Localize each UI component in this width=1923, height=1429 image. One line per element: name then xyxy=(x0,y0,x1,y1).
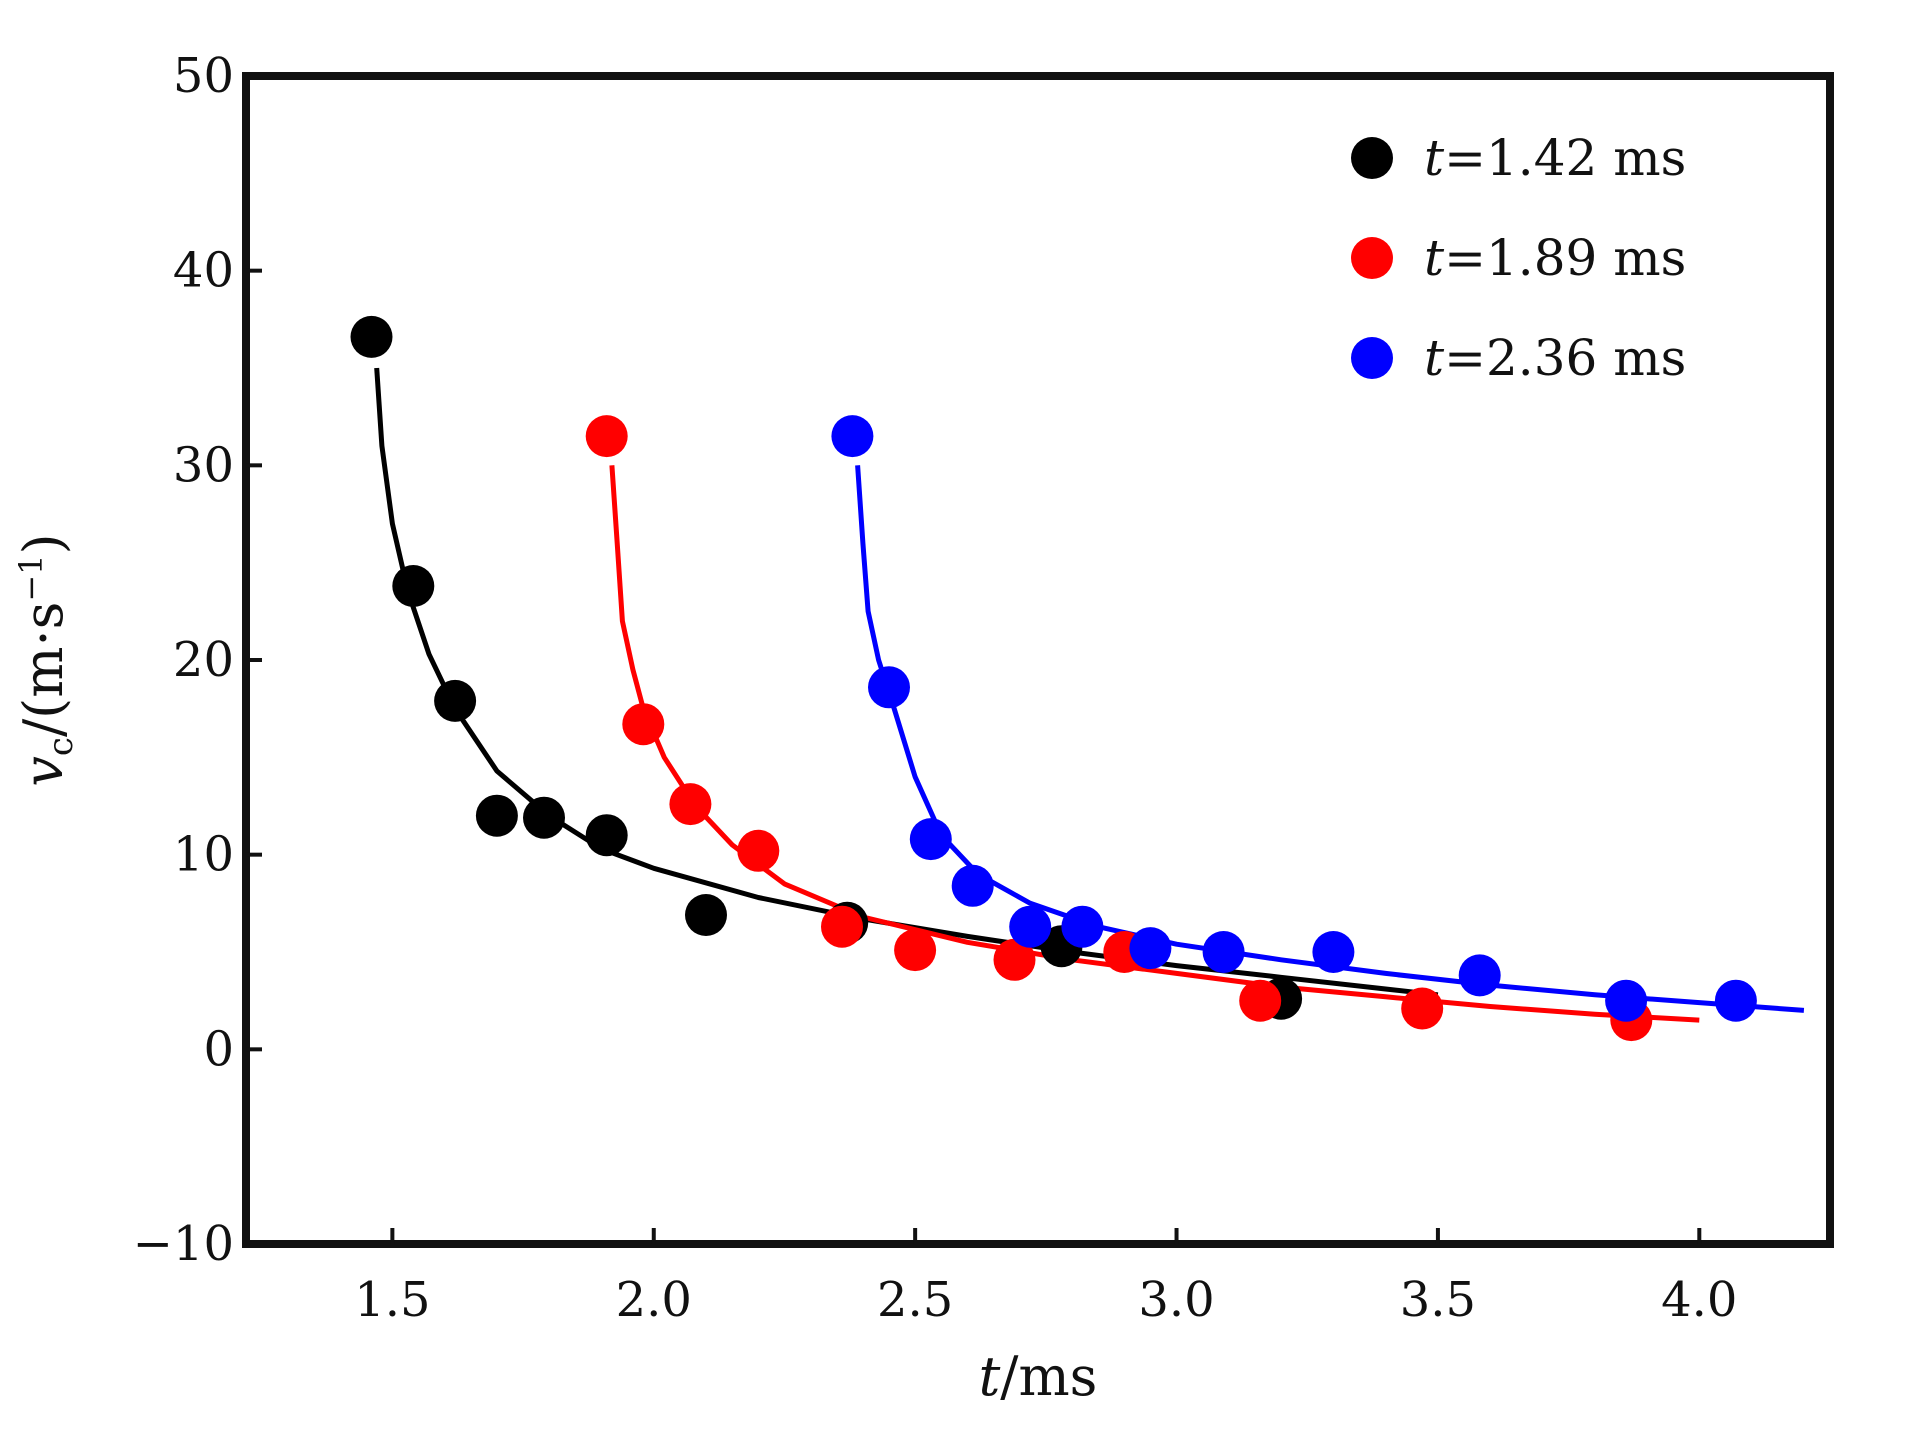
x-axis-title-var: t xyxy=(979,1345,1001,1408)
legend-entry-3: t=2.36 ms xyxy=(1351,329,1686,387)
point-3-8 xyxy=(1202,931,1245,973)
point-2-2 xyxy=(622,703,665,746)
point-3-2 xyxy=(868,666,910,709)
point-3-9 xyxy=(1312,931,1355,973)
y-axis-title-sup: −1 xyxy=(12,555,50,602)
y-axis-title: vc/(m·s−1) xyxy=(12,533,81,786)
x-tick-label-2: 2.5 xyxy=(877,1272,953,1328)
x-tick-label-4: 3.5 xyxy=(1400,1272,1476,1328)
y-tick-label-2: 10 xyxy=(173,827,234,883)
point-2-10 xyxy=(1401,987,1444,1030)
point-3-3 xyxy=(909,818,952,861)
data-points xyxy=(350,315,1757,1042)
point-2-4 xyxy=(737,829,780,872)
point-2-9 xyxy=(1239,979,1282,1022)
y-tick-label-0: −10 xyxy=(133,1216,234,1272)
legend-marker-1 xyxy=(1351,137,1393,179)
y-tick-label-1: 0 xyxy=(203,1021,234,1077)
legend-entry-2: t=1.89 ms xyxy=(1351,229,1686,287)
point-3-7 xyxy=(1129,927,1172,970)
point-3-6 xyxy=(1061,905,1104,948)
legend-marker-3 xyxy=(1351,337,1393,379)
point-1-6 xyxy=(585,814,628,857)
point-3-4 xyxy=(951,864,994,907)
y-axis-title-close: ) xyxy=(12,533,75,554)
x-tick-label-0: 1.5 xyxy=(354,1272,430,1328)
x-axis-title-unit: /ms xyxy=(1000,1345,1097,1408)
fit-curve-2 xyxy=(609,465,1700,1023)
y-tick-label-5: 40 xyxy=(173,243,234,299)
y-tick-label-6: 50 xyxy=(173,48,234,104)
legend-label-2-value: =1.89 ms xyxy=(1444,229,1686,287)
point-2-3 xyxy=(669,783,712,826)
legend-label-1: t=1.42 ms xyxy=(1424,129,1686,187)
x-tick-label-3: 3.0 xyxy=(1138,1272,1214,1328)
y-axis-title-unit: /(m·s xyxy=(12,602,75,737)
fit-curve-3 xyxy=(855,465,1805,1013)
axis-ticks: 1.5 2.0 2.5 3.0 3.5 4.0 −10 0 10 20 30 40 50 xyxy=(133,48,1738,1328)
x-axis-title: t/ms xyxy=(979,1345,1098,1408)
y-tick-label-3: 20 xyxy=(173,632,234,688)
point-1-7 xyxy=(685,894,727,936)
point-2-1 xyxy=(585,415,628,458)
point-1-4 xyxy=(475,794,518,837)
point-3-10 xyxy=(1458,954,1501,997)
legend-label-2-var: t xyxy=(1424,229,1445,287)
y-tick-label-4: 30 xyxy=(173,437,234,493)
legend-marker-2 xyxy=(1351,237,1393,279)
point-3-5 xyxy=(1009,905,1052,948)
legend-entry-1: t=1.42 ms xyxy=(1351,129,1686,187)
point-1-1 xyxy=(350,315,393,358)
legend-label-3: t=2.36 ms xyxy=(1424,329,1686,387)
point-2-5 xyxy=(821,905,863,948)
point-3-12 xyxy=(1714,979,1757,1022)
point-1-5 xyxy=(523,796,565,839)
point-1-2 xyxy=(392,565,435,607)
y-axis-title-var: v xyxy=(12,756,75,787)
point-3-11 xyxy=(1605,979,1648,1022)
point-3-1 xyxy=(831,415,874,458)
legend-label-2: t=1.89 ms xyxy=(1424,229,1686,287)
point-1-3 xyxy=(434,679,477,722)
x-tick-label-1: 2.0 xyxy=(616,1272,692,1328)
legend-label-3-var: t xyxy=(1424,329,1445,387)
legend-label-1-var: t xyxy=(1424,129,1445,187)
legend: t=1.42 ms t=1.89 ms t=2.36 ms xyxy=(1351,129,1686,387)
legend-label-1-value: =1.42 ms xyxy=(1444,129,1686,187)
point-2-7 xyxy=(993,938,1036,981)
y-axis-title-sub: c xyxy=(41,737,81,756)
legend-label-3-value: =2.36 ms xyxy=(1444,329,1686,387)
x-tick-label-5: 4.0 xyxy=(1661,1272,1737,1328)
point-2-6 xyxy=(894,929,937,972)
